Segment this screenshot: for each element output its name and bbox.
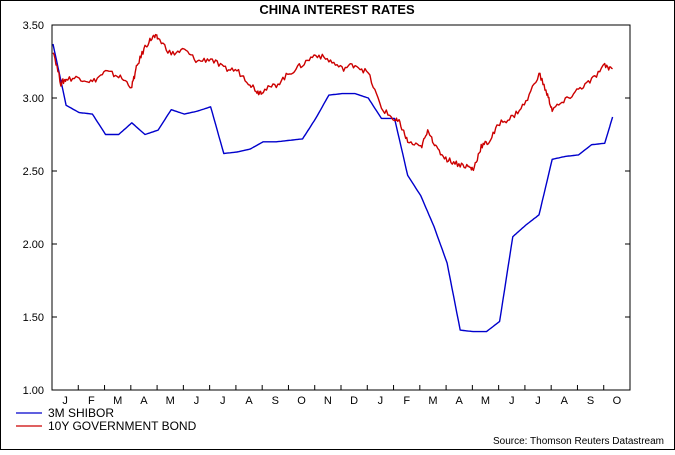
y-tick-label: 3.50 (23, 20, 44, 32)
legend-label-bond: 10Y GOVERNMENT BOND (48, 419, 197, 433)
series-layer (52, 33, 614, 333)
x-tick-label: A (561, 395, 569, 407)
source-note: Source: Thomson Reuters Datastream (493, 436, 664, 447)
x-tick-label: A (456, 395, 464, 407)
x-tick-label: S (587, 395, 594, 407)
x-tick-label: M (166, 395, 175, 407)
x-tick-label: A (140, 395, 148, 407)
y-tick-label: 2.50 (23, 166, 44, 178)
x-tick-label: N (324, 395, 332, 407)
x-tick-label: J (509, 395, 515, 407)
y-axis: 1.00 1.50 2.00 2.50 3.00 3.50 (23, 20, 630, 397)
x-tick-label: O (613, 395, 622, 407)
x-tick-label: S (272, 395, 279, 407)
y-tick-label: 2.00 (23, 239, 44, 251)
x-tick-label: D (350, 395, 358, 407)
legend: 3M SHIBOR 10Y GOVERNMENT BOND (16, 406, 197, 433)
x-tick-label: J (194, 395, 200, 407)
x-tick-label: O (297, 395, 306, 407)
x-tick-label: F (403, 395, 410, 407)
y-tick-label: 3.00 (23, 93, 44, 105)
x-tick-label: M (113, 395, 122, 407)
y-tick-label: 1.00 (23, 385, 44, 397)
x-tick-label: J (220, 395, 226, 407)
x-tick-label: A (245, 395, 253, 407)
x-tick-label: J (62, 395, 68, 407)
x-tick-label: M (481, 395, 490, 407)
series-line-bond (52, 33, 613, 172)
chart-title: CHINA INTEREST RATES (259, 2, 415, 17)
legend-label-shibor: 3M SHIBOR (48, 406, 114, 420)
x-tick-label: M (428, 395, 437, 407)
x-tick-label: J (378, 395, 384, 407)
x-tick-label: J (535, 395, 541, 407)
y-tick-label: 1.50 (23, 312, 44, 324)
x-tick-label: F (88, 395, 95, 407)
series-line-shibor (52, 43, 614, 333)
